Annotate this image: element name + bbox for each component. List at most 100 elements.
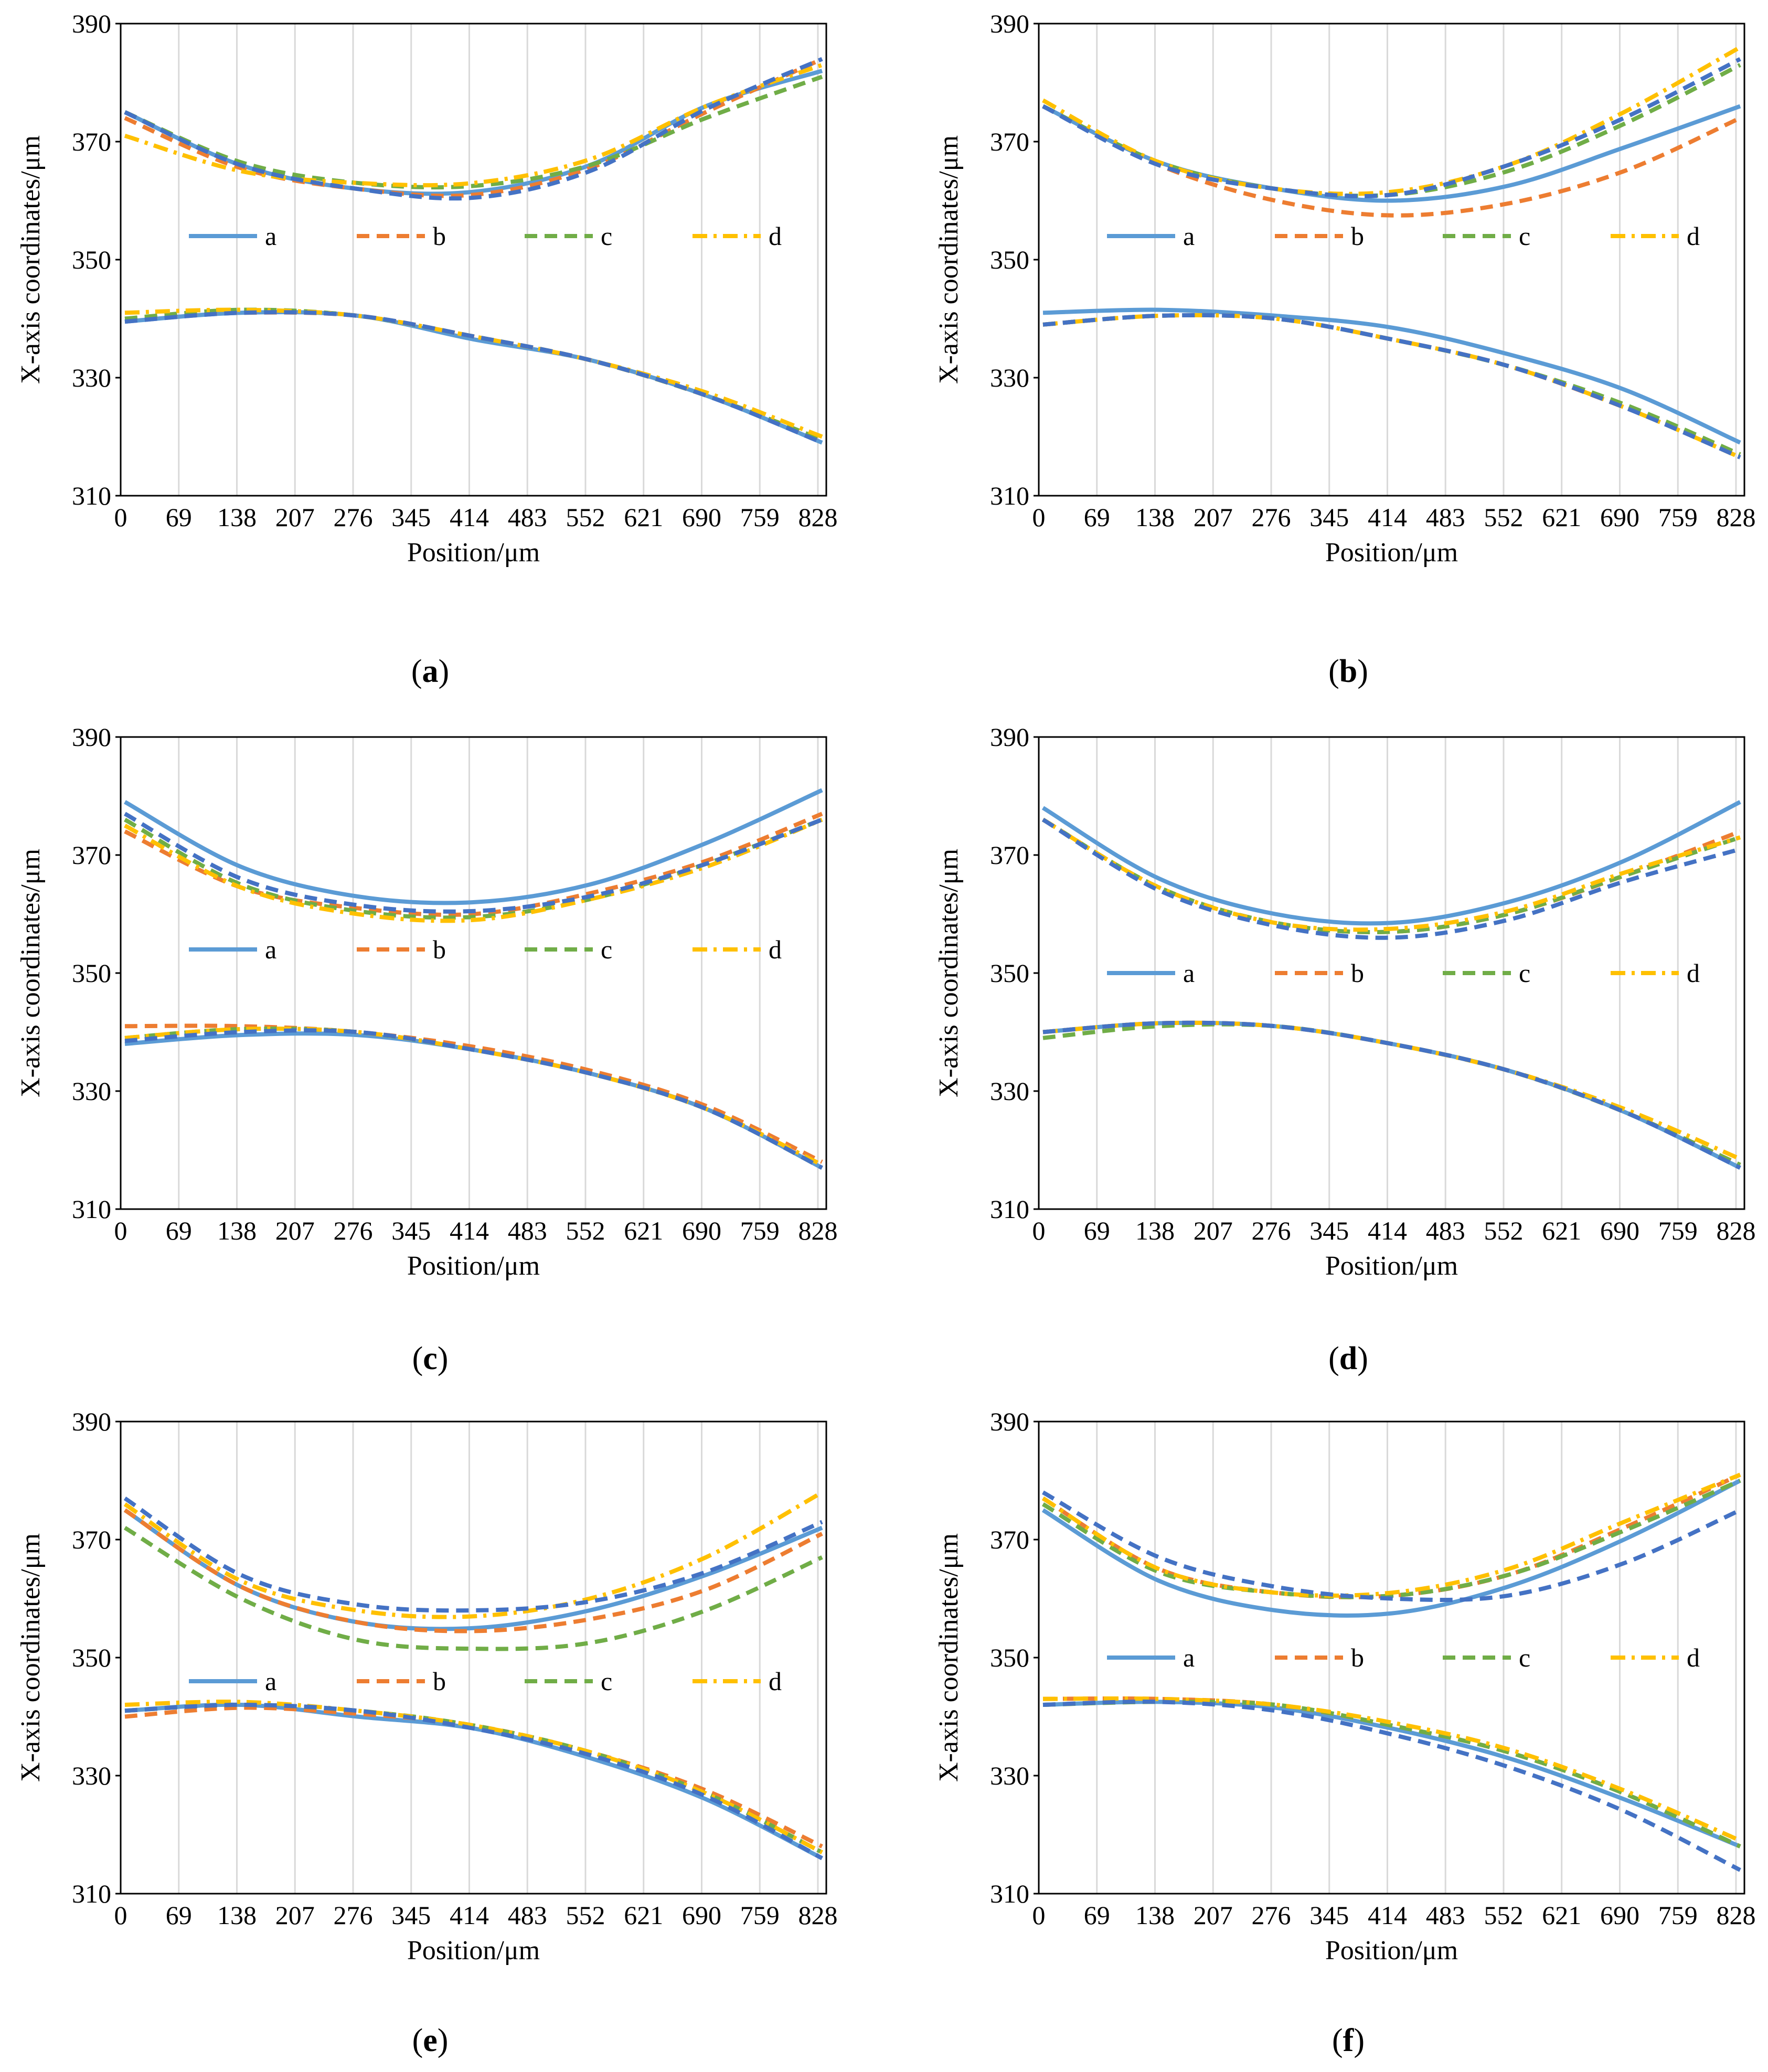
series-d-upper-line [124,63,823,188]
legend-label-d: d [1687,958,1700,988]
series-d-lower-line [1042,1020,1741,1161]
legend-label-c: c [601,1667,612,1696]
legend-label-a: a [265,1667,276,1696]
x-tick-label: 69 [1084,1216,1110,1245]
x-tick-label: 552 [566,503,605,532]
series-a-lower-line [124,1031,823,1170]
x-tick-label: 345 [1309,1900,1349,1930]
x-tick-label: 552 [566,1900,605,1930]
series-b-lower-line [124,310,823,442]
legend-label-b: b [433,221,446,251]
x-tick-label: 0 [1032,1216,1046,1245]
x-tick-label: 276 [333,1216,372,1245]
x-tick-label: 0 [114,503,127,532]
chart-panel-b: 310 330 350 370 390 0 69 138 207 276 345 414 483 552 6… [934,9,1755,568]
legend-label-c: c [1519,221,1530,251]
series-d-lower-line [1042,313,1741,460]
x-tick-label: 414 [1368,1216,1407,1245]
series-d-lower-line [1042,1696,1741,1843]
series-dark-lower-line [124,1028,823,1170]
legend-label-a: a [265,935,276,964]
x-tick-label: 69 [166,503,192,532]
x-tick-label: 207 [275,1216,315,1245]
x-tick-label: 690 [682,1216,721,1245]
series-dark-lower-line [1042,1020,1741,1170]
x-axis-title: Position/μm [1325,538,1458,568]
series-a-upper-line [124,788,823,905]
y-tick-label: 370 [990,1525,1029,1554]
y-axis-title: X-axis coordinates/μm [934,135,964,384]
x-tick-label: 483 [1426,503,1465,532]
y-tick-label: 350 [990,245,1029,274]
panel-label-a: (a) [411,654,450,689]
y-tick-label: 370 [72,127,111,156]
y-tick-label: 310 [72,1194,111,1224]
series-c-upper-line [123,1526,823,1651]
x-tick-label: 552 [1484,1900,1523,1930]
x-tick-label: 414 [450,1900,489,1930]
chart-panel-e: 310 330 350 370 390 0 69 138 207 276 345 414 483 552 6… [16,1407,837,1966]
legend-label-c: c [1519,1643,1530,1672]
x-tick-label: 621 [1542,1900,1581,1930]
y-tick-label: 390 [990,1407,1029,1436]
y-tick-label: 350 [990,958,1029,988]
series-c-upper-line [124,74,823,190]
x-tick-label: 138 [217,503,257,532]
x-tick-label: 207 [275,1900,315,1930]
x-tick-label: 276 [1251,1900,1291,1930]
x-tick-label: 690 [1600,1900,1639,1930]
x-tick-label: 414 [450,1216,489,1245]
legend-label-a: a [1183,221,1195,251]
panel-label-d: (d) [1328,1341,1368,1376]
x-tick-label: 690 [682,503,721,532]
y-tick-label: 370 [990,127,1029,156]
x-tick-label: 0 [114,1216,127,1245]
series-dark-lower-line [1042,313,1741,460]
x-tick-label: 207 [275,503,315,532]
x-axis-title: Position/μm [1325,1936,1458,1966]
series-dark-upper-line [124,57,823,201]
x-tick-label: 621 [1542,503,1581,532]
series-a-upper-line [1041,800,1741,926]
series-d-upper-line [1041,1472,1741,1598]
series-b-upper-line [124,57,823,198]
x-tick-label: 138 [1135,1216,1175,1245]
x-tick-label: 552 [1484,1216,1523,1245]
y-tick-label: 330 [72,363,111,392]
x-tick-label: 69 [1084,503,1110,532]
x-tick-label: 621 [624,1216,663,1245]
legend-label-d: d [1687,221,1700,251]
y-tick-label: 310 [990,1879,1029,1908]
series-c-lower-line [1042,1700,1741,1849]
series-c-upper-line [1042,63,1741,198]
x-tick-label: 828 [798,503,837,532]
legend-label-d: d [769,935,782,964]
series-b-lower-line [124,1023,823,1164]
y-tick-label: 390 [990,722,1029,752]
y-axis-title: X-axis coordinates/μm [934,849,964,1097]
legend-label-b: b [1351,1643,1364,1672]
y-axis-title: X-axis coordinates/μm [16,1533,46,1782]
x-tick-label: 138 [1135,1900,1175,1930]
series-a-upper-line [124,69,823,196]
series-a-upper-line [123,1508,823,1631]
series-b-lower-line [1042,313,1741,457]
y-tick-label: 330 [990,1761,1029,1790]
y-tick-label: 310 [72,1879,111,1908]
x-tick-label: 690 [1600,503,1639,532]
legend-label-a: a [1183,1643,1195,1672]
y-tick-label: 350 [72,1643,111,1672]
series-d-upper-line [123,1490,823,1619]
x-tick-label: 276 [333,503,372,532]
series-d-upper-line [124,817,823,923]
legend-label-b: b [1351,221,1364,251]
x-tick-label: 828 [1716,1900,1755,1930]
series-a-lower-line [124,310,823,445]
x-tick-label: 345 [1309,503,1349,532]
x-tick-label: 483 [508,1216,547,1245]
legend-label-a: a [265,221,276,251]
x-tick-label: 621 [1542,1216,1581,1245]
x-tick-label: 138 [217,1216,257,1245]
chart-panel-d: 310 330 350 370 390 0 69 138 207 276 345 414 483 552 6… [934,722,1755,1281]
